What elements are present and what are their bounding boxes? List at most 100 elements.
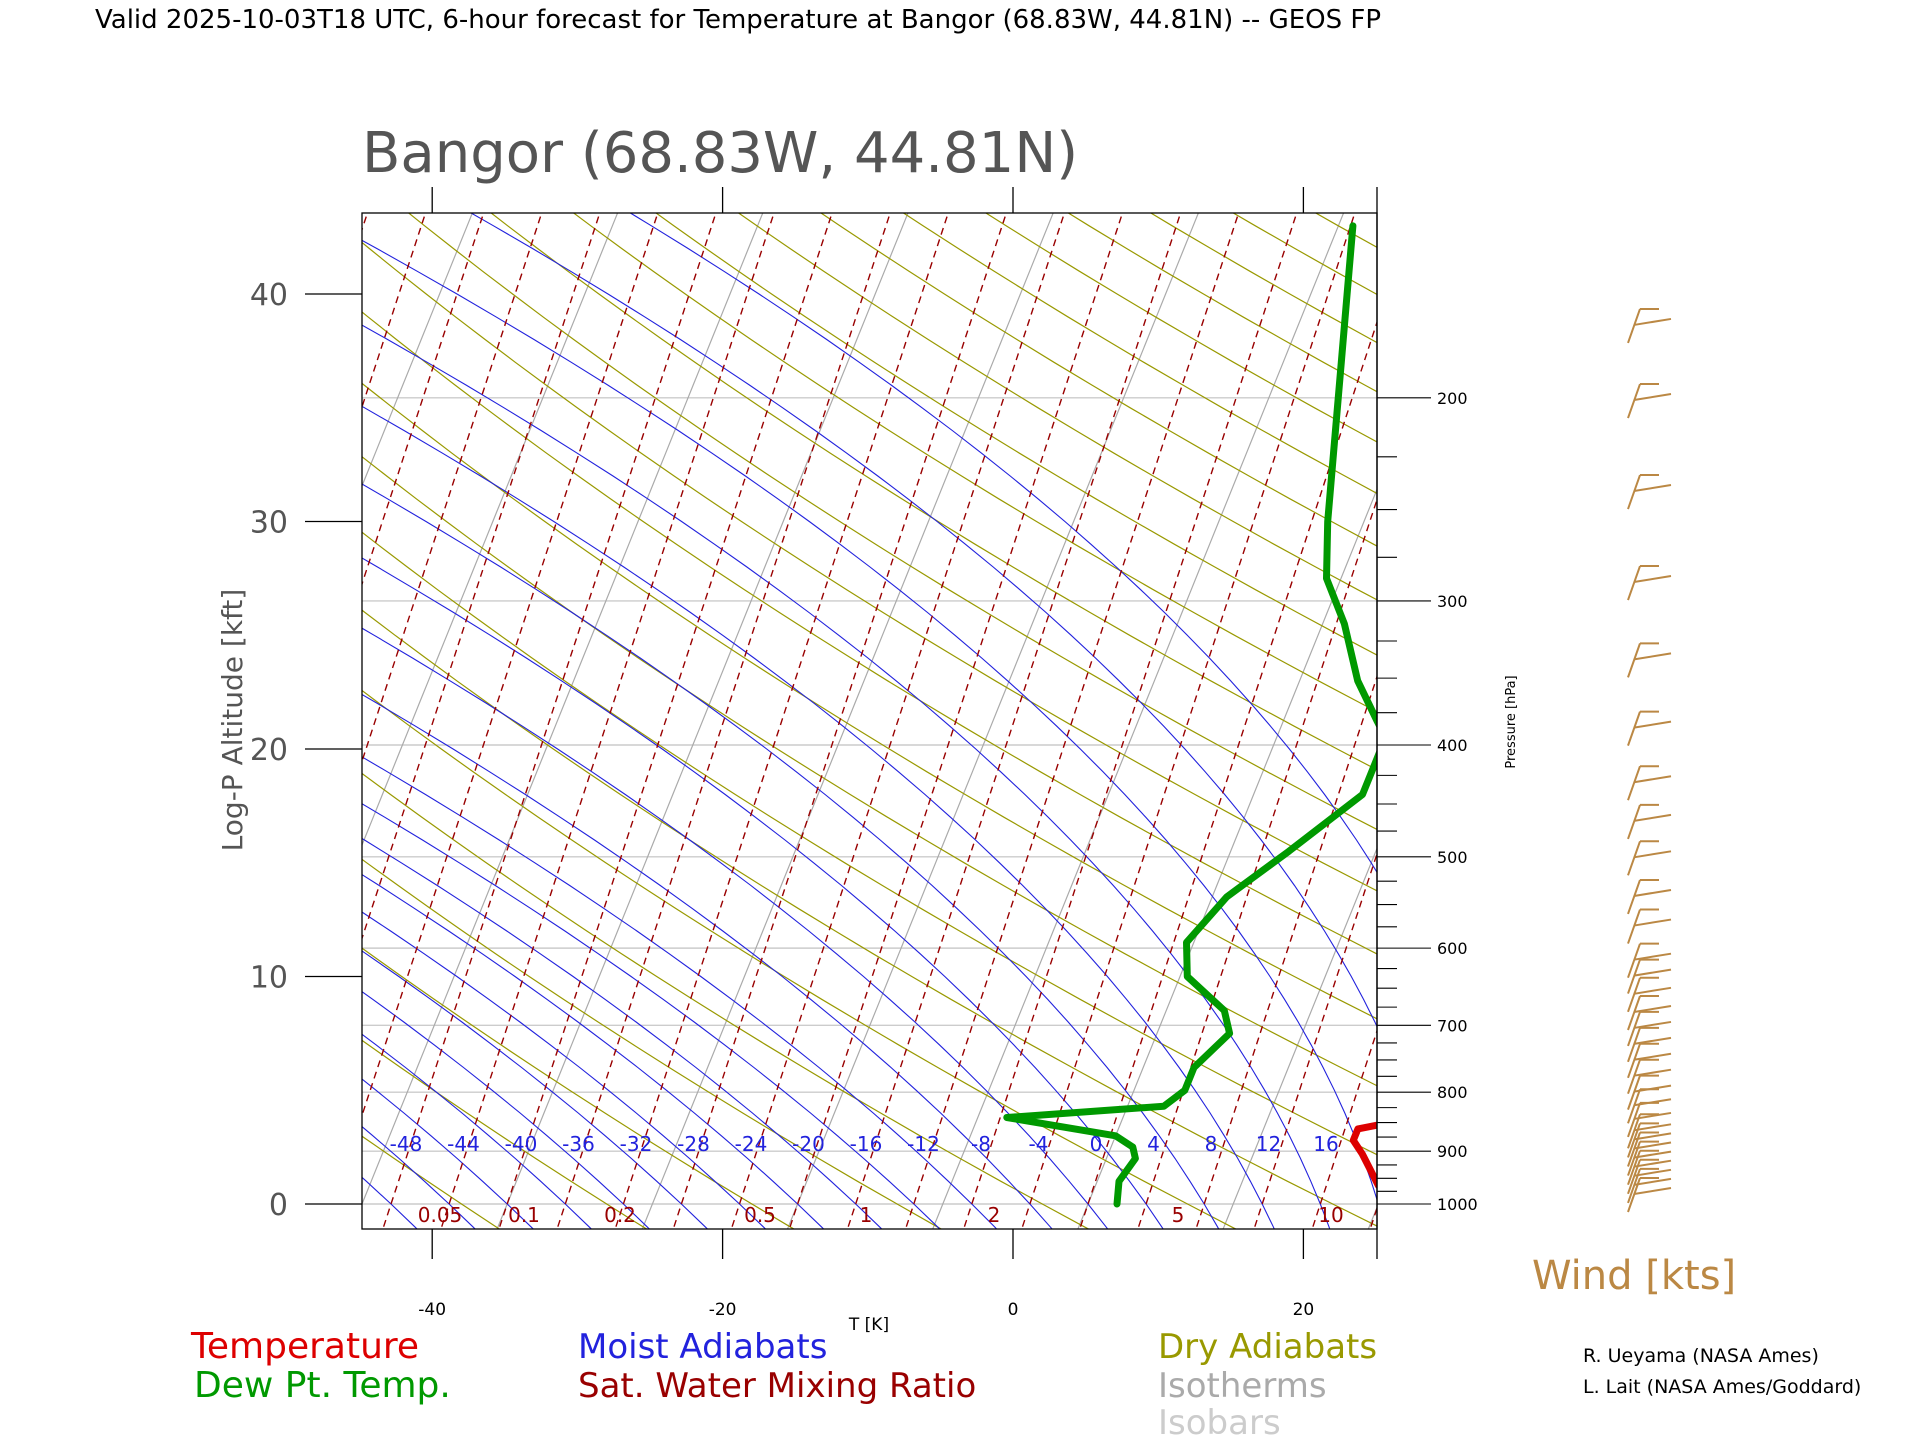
moist-adiabat-label: 16 <box>1313 1132 1338 1156</box>
pressure-axis-label: Pressure [hPa] <box>1504 675 1519 768</box>
x-tick-label: 0 <box>1008 1300 1019 1320</box>
legend-moist-adiabats: Moist Adiabats <box>578 1327 827 1367</box>
wind-barb <box>1627 943 1641 979</box>
mixing-ratio-line <box>1422 203 1765 1250</box>
mixing-ratio-line <box>362 213 543 764</box>
legend-isotherms: Isotherms <box>1158 1366 1327 1406</box>
isotherm-line <box>1222 846 1377 1229</box>
pressure-tick-label: 300 <box>1437 592 1468 611</box>
wind-barb-shaft <box>1633 484 1672 493</box>
mixing-ratio-line <box>362 213 601 941</box>
wind-barb <box>1627 995 1641 1031</box>
wind-barb <box>1627 565 1641 601</box>
pressure-tick-label: 200 <box>1437 389 1468 408</box>
dry-adiabat-line <box>902 213 1377 495</box>
isotherm-line <box>932 213 1345 1229</box>
dry-adiabat-line <box>1067 213 1377 393</box>
wind-barb <box>1627 711 1641 746</box>
pressure-tick-label: 500 <box>1437 848 1468 867</box>
moist-adiabat-label: -20 <box>792 1132 825 1156</box>
isotherm-line <box>0 203 331 1250</box>
wind-barb-shaft <box>1633 317 1672 326</box>
moist-adiabat-line <box>362 324 1331 1229</box>
moist-adiabat-line <box>362 627 1109 1229</box>
moist-adiabat-line <box>362 405 1275 1229</box>
mixing-ratio-lines <box>0 203 1765 1250</box>
mixing-ratio-line <box>1021 213 1356 1229</box>
moist-adiabat-line <box>362 950 709 1229</box>
mixing-ratio-line <box>362 213 369 232</box>
dry-adiabat-line <box>407 213 1377 831</box>
dry-adiabat-line <box>655 213 1377 656</box>
wind-barb-shaft <box>1633 813 1672 822</box>
moist-adiabat-label: -8 <box>971 1132 991 1156</box>
wind-barb-shaft <box>1633 1141 1672 1150</box>
wind-barb-shaft <box>1633 1036 1672 1045</box>
wind-barb <box>1627 474 1641 510</box>
wind-barb-shaft <box>1633 1052 1672 1061</box>
moist-adiabat-label: -44 <box>447 1132 480 1156</box>
moist-adiabat-line <box>362 557 1164 1229</box>
wind-barb-shaft <box>1633 652 1672 661</box>
legend-mixing-ratio: Sat. Water Mixing Ratio <box>578 1366 976 1406</box>
isotherm-line <box>0 203 186 1250</box>
isotherm-line <box>1650 203 1920 1250</box>
moist-adiabats <box>362 213 1377 1229</box>
header-title: Valid 2025-10-03T18 UTC, 6-hour forecast… <box>95 5 1381 35</box>
wind-barb-shaft <box>1633 1159 1672 1168</box>
pressure-tick-label: 600 <box>1437 939 1468 958</box>
dry-adiabat-line <box>819 213 1377 547</box>
mixing-ratio-line <box>846 213 1182 1229</box>
wind-barb <box>1627 977 1641 1013</box>
wind-barb <box>1627 804 1641 840</box>
wind-barb <box>1627 1088 1641 1124</box>
moist-adiabat-label: -24 <box>735 1132 768 1156</box>
dry-adiabat-line <box>362 382 1377 1020</box>
mixing-ratio-line <box>0 203 313 1250</box>
wind-barb <box>1627 1059 1641 1095</box>
mixing-ratio-label: 0.1 <box>508 1203 540 1227</box>
moist-adiabat-label: -48 <box>390 1132 423 1156</box>
line-labels: -48 -44 -40 -36 -32 -28 -24 -20 -16 -12 -8 -4 0 4 8 12 1… <box>390 1132 1344 1227</box>
wind-barb <box>1627 909 1641 944</box>
mixing-ratio-label: 5 <box>1172 1203 1185 1227</box>
wind-barb-shaft <box>1633 1123 1672 1132</box>
y-tick-label: 20 <box>250 733 288 768</box>
mixing-ratio-line <box>730 213 1066 1229</box>
wind-barb-shaft <box>1633 986 1672 995</box>
moist-adiabat-label: -32 <box>620 1132 653 1156</box>
wind-barb <box>1627 959 1641 994</box>
x-tick-label: -40 <box>418 1300 446 1320</box>
credits: R. Ueyama (NASA Ames) L. Lait (NASA Ames… <box>1583 1345 1861 1398</box>
dry-adiabat-line <box>984 213 1377 443</box>
wind-barb-shaft <box>1633 775 1672 784</box>
dry-adiabat-line <box>737 213 1377 601</box>
mixing-ratio-line <box>1253 851 1377 1229</box>
dry-adiabat-line <box>362 311 1377 955</box>
wind-barb <box>1627 765 1641 801</box>
isotherm-line <box>1505 203 1920 1250</box>
legend-dewpoint: Dew Pt. Temp. <box>194 1365 451 1406</box>
wind-barb-shaft <box>1633 1068 1672 1077</box>
wind-barb <box>1627 1102 1641 1138</box>
y-tick-label: 40 <box>250 278 288 313</box>
moist-adiabat-label: -4 <box>1029 1132 1049 1156</box>
mixing-ratio-label: 1 <box>860 1203 873 1227</box>
moist-adiabat-line <box>362 803 941 1229</box>
moist-adiabat-label: -12 <box>907 1132 940 1156</box>
moist-adiabat-line <box>362 239 1377 1202</box>
moist-adiabat-line <box>362 874 825 1229</box>
mixing-ratio-line <box>440 213 775 1229</box>
wind-barb <box>1627 308 1641 344</box>
wind-barbs <box>1627 307 1672 1213</box>
mixing-ratio-label: 10 <box>1318 1203 1343 1227</box>
dewpoint-profile <box>1003 222 1377 1208</box>
wind-barb-shaft <box>1633 918 1672 927</box>
moist-adiabat-line <box>362 693 1053 1229</box>
dry-adiabat-line <box>362 1039 648 1229</box>
credit-2: L. Lait (NASA Ames/Goddard) <box>1583 1376 1861 1398</box>
moist-adiabat-label: -16 <box>850 1132 883 1156</box>
mixing-ratio-line <box>672 213 1008 1229</box>
dry-adiabat-line <box>362 531 1377 1156</box>
